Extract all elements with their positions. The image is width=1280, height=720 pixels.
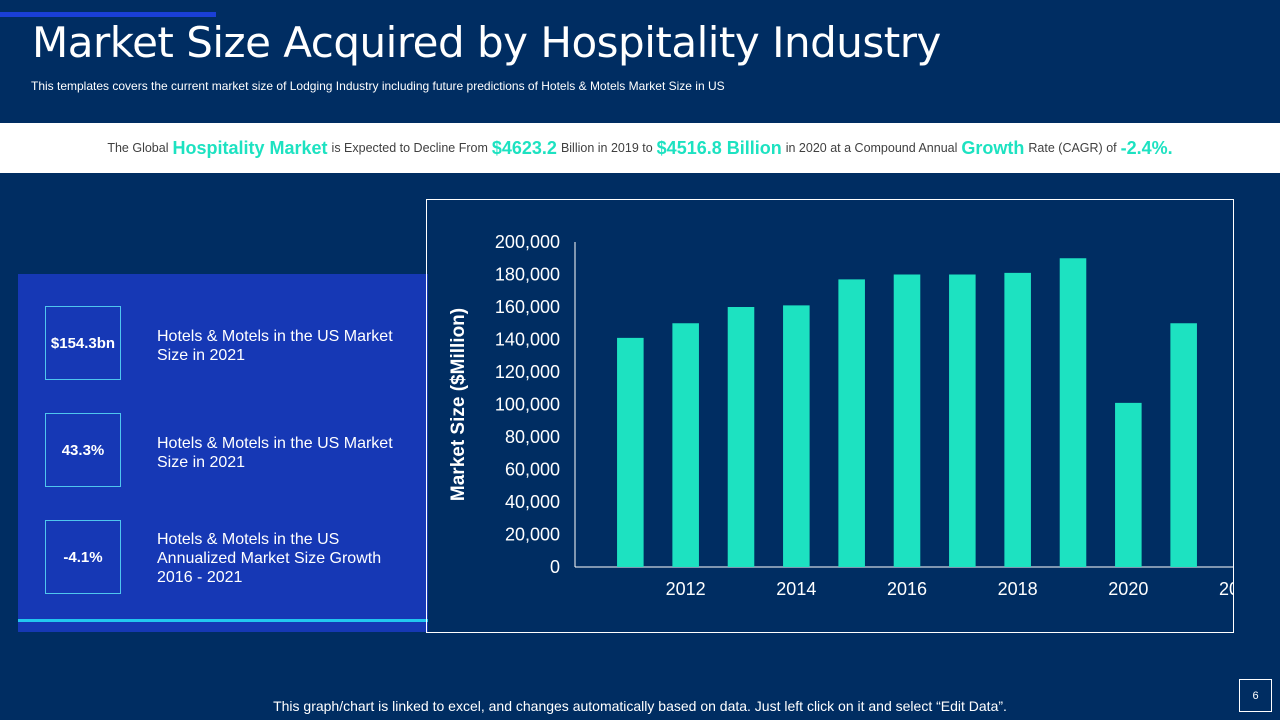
chart-bar — [949, 274, 976, 567]
chart-bar — [1170, 323, 1197, 567]
y-tick-label: 80,000 — [505, 427, 560, 447]
y-tick-label: 120,000 — [495, 362, 560, 382]
stat-value-box: -4.1% — [45, 520, 121, 594]
x-tick-label: 2020 — [1108, 579, 1148, 599]
chart-bar — [1004, 272, 1031, 567]
y-tick-label: 140,000 — [495, 330, 560, 350]
page-title: Market Size Acquired by Hospitality Indu… — [32, 18, 941, 67]
page-subtitle: This templates covers the current market… — [31, 79, 725, 93]
top-accent-bar — [0, 12, 216, 17]
y-tick-label: 0 — [550, 557, 560, 577]
chart-bar — [838, 279, 865, 567]
market-size-bar-chart[interactable]: 0 20,000 40,000 60,000 80,000 100,000 120,000 1… — [426, 199, 1234, 633]
banner-text-4: in 2020 at a Compound Annual — [785, 141, 958, 155]
stat-label: Hotels & Motels in the US Market Size in… — [157, 328, 393, 364]
banner-text-3: Billion in 2019 to — [560, 141, 653, 155]
y-tick-label: 60,000 — [505, 460, 560, 480]
banner-text-5: Rate (CAGR) of — [1028, 141, 1117, 155]
banner-highlight-2: $4623.2 — [491, 137, 557, 158]
stats-panel — [18, 274, 428, 632]
chart-bar — [617, 337, 644, 567]
page-number: 6 — [1239, 679, 1272, 712]
banner-highlight-1: Hospitality Market — [172, 137, 328, 158]
chart-frame — [426, 199, 1234, 633]
y-tick-label: 40,000 — [505, 492, 560, 512]
banner-highlight-4: Growth — [961, 137, 1025, 158]
chart-bar — [1059, 258, 1087, 567]
headline-banner: The Global Hospitality Market is Expecte… — [0, 123, 1280, 173]
x-tick-label: 2012 — [666, 579, 706, 599]
x-tick-label: 2022 — [1219, 579, 1234, 599]
chart-bar — [1115, 402, 1142, 567]
y-tick-label: 200,000 — [495, 232, 560, 252]
x-tick-label: 2014 — [776, 579, 816, 599]
chart-bar — [893, 274, 921, 567]
y-tick-label: 100,000 — [495, 395, 560, 415]
footer-note: This graph/chart is linked to excel, and… — [273, 698, 1007, 714]
chart-bar — [672, 323, 699, 567]
y-tick-label: 20,000 — [505, 525, 560, 545]
chart-bar — [783, 305, 810, 567]
y-tick-label: 160,000 — [495, 297, 560, 317]
stat-label: Hotels & Motels in the US Annualized Mar… — [157, 531, 382, 586]
banner-highlight-5: -2.4%. — [1120, 137, 1173, 158]
banner-text-1: The Global — [107, 141, 169, 155]
stat-value-box: $154.3bn — [45, 306, 121, 380]
banner-text-2: is Expected to Decline From — [331, 141, 488, 155]
stats-panel-accent-line — [18, 619, 428, 622]
banner-highlight-3: $4516.8 Billion — [656, 137, 782, 158]
stat-value-box: 43.3% — [45, 413, 121, 487]
stat-label: Hotels & Motels in the US Market Size in… — [157, 435, 393, 471]
x-tick-label: 2018 — [998, 579, 1038, 599]
x-tick-label: 2016 — [887, 579, 927, 599]
y-tick-label: 180,000 — [495, 265, 560, 285]
y-axis-title: Market Size ($Million) — [448, 308, 469, 501]
chart-bar — [727, 307, 755, 567]
